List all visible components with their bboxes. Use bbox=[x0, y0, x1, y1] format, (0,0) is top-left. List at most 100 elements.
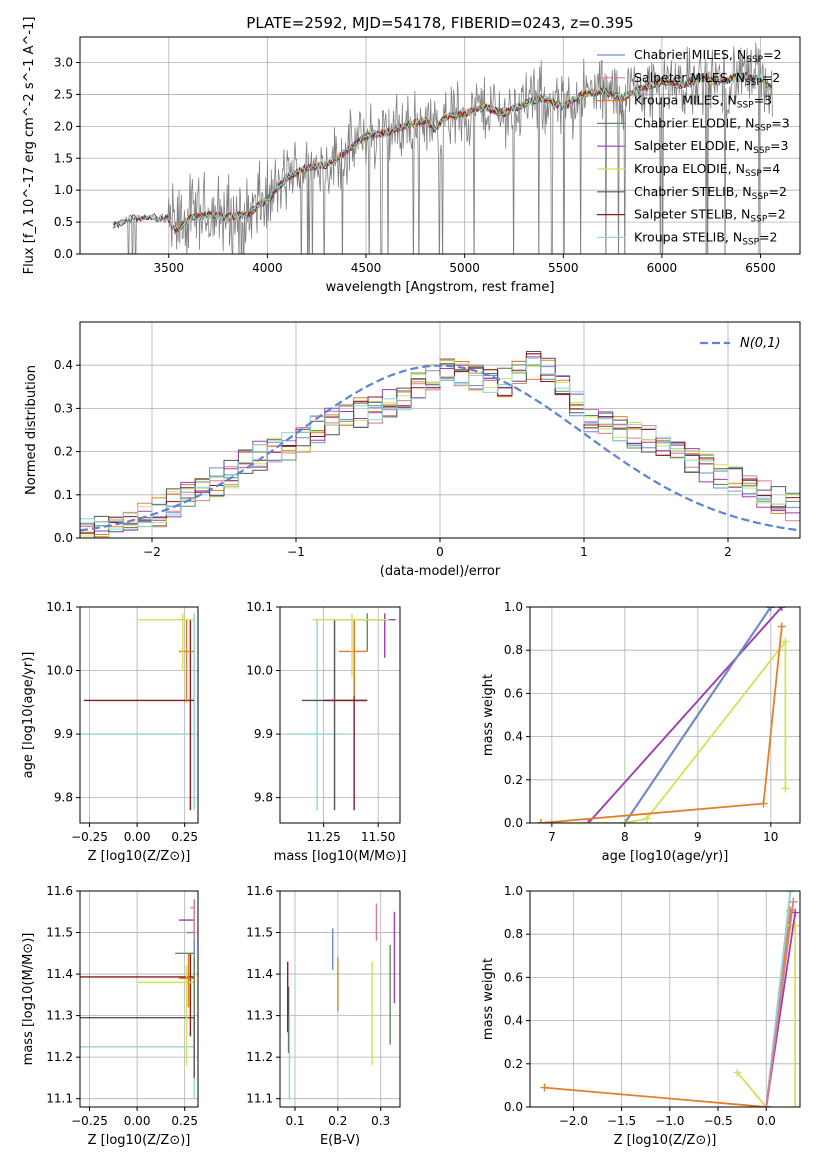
figure-title: PLATE=2592, MJD=54178, FIBERID=0243, z=0… bbox=[246, 14, 633, 32]
series-marker-kroupa-elodie bbox=[781, 784, 790, 793]
y-tick-label: 11.2 bbox=[246, 1050, 273, 1064]
legend-label-normal: N(0,1) bbox=[740, 336, 781, 351]
plot-area bbox=[290, 613, 396, 811]
x-tick-label: 0.2 bbox=[328, 1114, 347, 1128]
legend-label-chabrier-miles: Chabrier MILES, NSSP=2 bbox=[634, 47, 782, 65]
legend-label-kroupa-miles: Kroupa MILES, NSSP=3 bbox=[634, 93, 772, 111]
y-tick-label: 1.0 bbox=[504, 884, 523, 898]
plot-area bbox=[540, 891, 800, 1107]
x-tick-label: 4500 bbox=[351, 261, 382, 275]
axes-frame bbox=[279, 606, 401, 824]
y-tick-label: 3.0 bbox=[54, 56, 73, 70]
x-tick-label: 0.25 bbox=[171, 1114, 198, 1128]
axes-frame bbox=[79, 606, 199, 824]
plot-area bbox=[80, 613, 195, 811]
panel-spectrum: 3500 4000 4500 5000 5500 6000 6500 0.0 0.5 1.0 1.5… bbox=[22, 17, 801, 295]
panel-mass-vs-metallicity: −0.25 0.00 0.25 11.1 11.2 11.3 11.4 11.5 11.6 Z [… bbox=[21, 884, 199, 1148]
y-tick-label: 9.8 bbox=[254, 791, 273, 805]
x-axis-label: Z [log10(Z/Z⊙)] bbox=[88, 1133, 191, 1148]
histogram-kroupa-stelib bbox=[80, 357, 800, 530]
panel-mass-vs-ebv: 0.1 0.2 0.3 11.1 11.2 11.3 11.4 11.5 11.6 E(B-V) bbox=[246, 884, 401, 1148]
y-tick-label: 11.4 bbox=[246, 967, 273, 981]
x-tick-label: 2 bbox=[724, 545, 732, 559]
y-tick-label: 2.0 bbox=[54, 119, 73, 133]
legend-label-salpeter-stelib: Salpeter STELIB, NSSP=2 bbox=[634, 207, 786, 225]
series-line-salpeter-elodie bbox=[587, 607, 783, 823]
y-tick-label: 1.5 bbox=[54, 151, 73, 165]
x-tick-label: 6500 bbox=[745, 261, 776, 275]
series-marker-kroupa-miles bbox=[777, 622, 786, 631]
y-tick-label: 0.1 bbox=[54, 488, 73, 502]
x-axis-label: Z [log10(Z/Z⊙)] bbox=[88, 849, 191, 864]
series-marker-kroupa-elodie bbox=[791, 1103, 800, 1107]
series-line-salpeter-miles bbox=[765, 901, 795, 1107]
x-tick-label: −0.25 bbox=[71, 830, 108, 844]
y-tick-label: 10.0 bbox=[46, 664, 73, 678]
x-tick-label: −1 bbox=[287, 545, 305, 559]
y-tick-label: 1.0 bbox=[504, 600, 523, 614]
legend-label-salpeter-elodie: Salpeter ELODIE, NSSP=3 bbox=[634, 138, 788, 156]
x-tick-label: 10 bbox=[763, 830, 778, 844]
series-marker-salpeter-miles bbox=[789, 897, 798, 906]
x-tick-label: −0.25 bbox=[71, 1114, 108, 1128]
x-tick-label: 0 bbox=[436, 545, 444, 559]
y-tick-label: 11.4 bbox=[46, 967, 73, 981]
x-tick-label: 1 bbox=[580, 545, 588, 559]
x-tick-label: −2 bbox=[143, 545, 161, 559]
y-tick-label: 0.2 bbox=[54, 445, 73, 459]
series-marker-kroupa-elodie bbox=[620, 819, 629, 823]
y-tick-label: 0.2 bbox=[504, 1057, 523, 1071]
observed-spectrum-line bbox=[113, 42, 773, 254]
axes-frame bbox=[529, 890, 801, 1108]
y-tick-label: 0.2 bbox=[504, 773, 523, 787]
model-line-kroupa-stelib bbox=[113, 70, 772, 232]
series-line-kroupa-elodie bbox=[540, 638, 787, 823]
x-tick-label: 11.25 bbox=[306, 830, 340, 844]
series-marker-chabrier-miles bbox=[766, 607, 775, 611]
axes-frame bbox=[529, 606, 801, 824]
y-tick-label: 11.1 bbox=[46, 1092, 73, 1106]
x-tick-label: −0.5 bbox=[703, 1114, 732, 1128]
y-tick-label: 11.5 bbox=[246, 926, 273, 940]
y-tick-label: 0.0 bbox=[504, 1100, 523, 1114]
y-tick-label: 0.6 bbox=[504, 970, 523, 984]
series-line-kroupa-miles bbox=[544, 910, 792, 1107]
legend-label-chabrier-elodie: Chabrier ELODIE, NSSP=3 bbox=[634, 115, 790, 133]
y-axis-label: mass weight bbox=[481, 674, 496, 756]
y-axis-label: Flux [f_λ 10^-17 erg cm^-2 s^-1 A^-1] bbox=[22, 17, 37, 275]
y-tick-label: 0.0 bbox=[504, 816, 523, 830]
x-tick-label: −2.0 bbox=[559, 1114, 588, 1128]
legend-label-salpeter-miles: Salpeter MILES, NSSP=2 bbox=[634, 70, 780, 88]
panel-age-vs-mass: 11.25 11.50 9.8 9.9 10.0 10.1 mass [log10(M/M⊙… bbox=[246, 600, 406, 864]
x-tick-label: 5000 bbox=[449, 261, 480, 275]
plot-area bbox=[80, 351, 800, 538]
x-tick-label: 3500 bbox=[153, 261, 184, 275]
plot-area bbox=[536, 607, 790, 823]
y-tick-label: 0.0 bbox=[54, 247, 73, 261]
y-tick-label: 2.5 bbox=[54, 87, 73, 101]
x-tick-label: 7 bbox=[548, 830, 556, 844]
x-tick-label: 8 bbox=[621, 830, 629, 844]
x-tick-label: −1.5 bbox=[607, 1114, 636, 1128]
x-axis-label: age [log10(age/yr)] bbox=[602, 849, 729, 864]
y-tick-label: 9.8 bbox=[54, 791, 73, 805]
series-marker-salpeter-elodie bbox=[584, 819, 593, 823]
plot-area bbox=[80, 899, 195, 1099]
plot-area bbox=[113, 42, 773, 254]
y-tick-label: 0.6 bbox=[504, 686, 523, 700]
x-tick-label: 0.25 bbox=[171, 830, 198, 844]
model-line-kroupa-elodie bbox=[174, 71, 772, 233]
series-marker-kroupa-elodie bbox=[733, 1068, 742, 1077]
y-tick-label: 11.6 bbox=[46, 884, 73, 898]
legend-label-kroupa-stelib: Kroupa STELIB, NSSP=2 bbox=[634, 229, 778, 247]
series-marker-kroupa-miles bbox=[759, 799, 768, 808]
x-axis-label: (data-model)/error bbox=[380, 564, 501, 579]
y-axis-label: age [log10(age/yr)] bbox=[21, 652, 36, 779]
axes-frame bbox=[279, 890, 401, 1108]
x-tick-label: 5500 bbox=[548, 261, 579, 275]
series-marker-salpeter-elodie bbox=[777, 607, 786, 611]
y-axis-label: mass [log10(M/M⊙)] bbox=[21, 933, 36, 1066]
panel-residual-distribution: −2 −1 0 1 2 0.0 0.1 0.2 0.3 0.4 (data-model)/error… bbox=[24, 321, 801, 579]
y-tick-label: 9.9 bbox=[54, 727, 73, 741]
